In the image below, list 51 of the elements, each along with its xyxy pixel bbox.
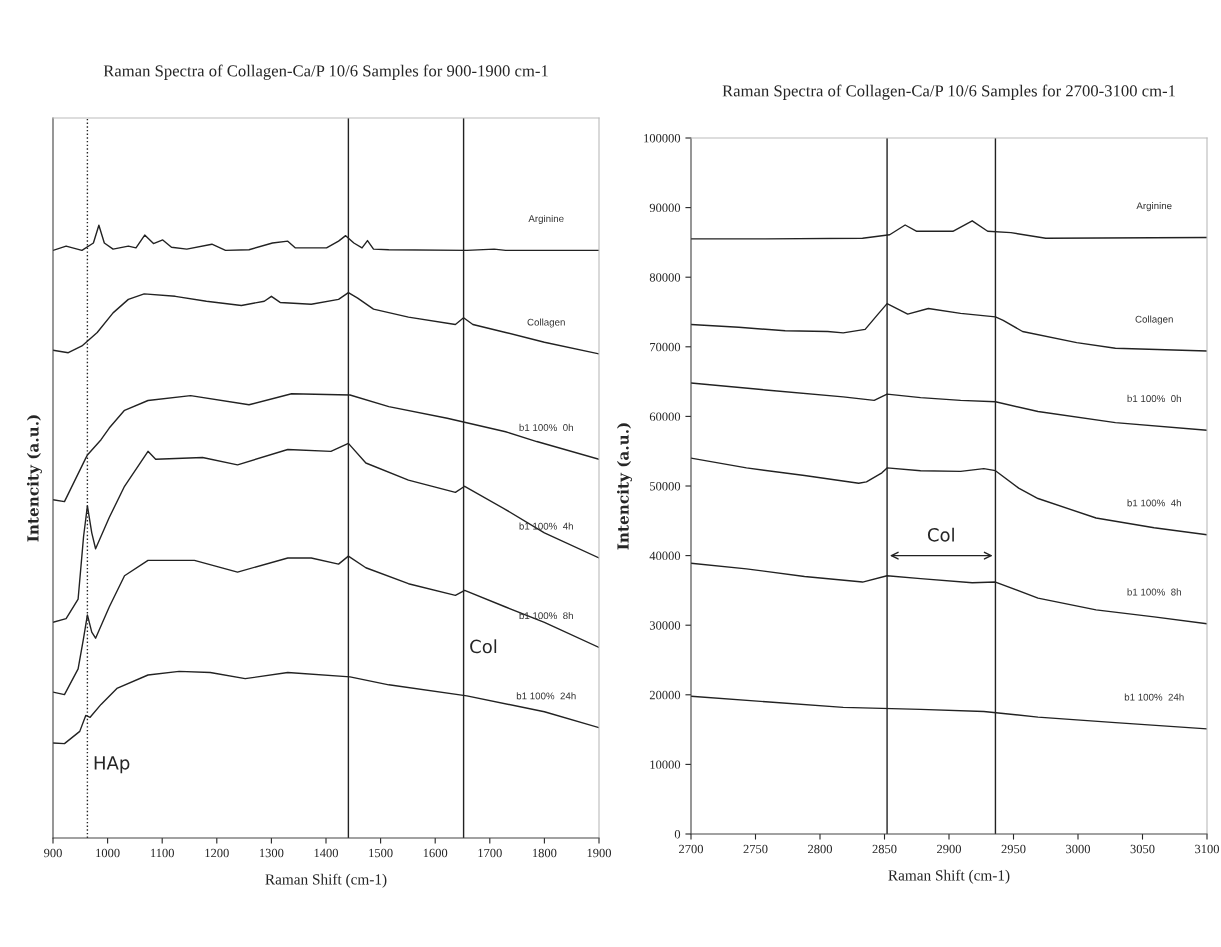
x-tick-label: 1100	[151, 848, 174, 858]
y-tick-label: 50000	[650, 482, 681, 491]
y-tick-label: 40000	[649, 551, 681, 561]
y-tick-label: 100000	[644, 134, 681, 143]
y-tick-label: 60000	[649, 412, 681, 421]
x-tick-label: 1400	[314, 848, 339, 858]
x-tick-label: 3000	[1066, 844, 1091, 854]
annotation: Col	[927, 527, 954, 542]
x-axis-title: Raman Shift (cm-1)	[888, 869, 1010, 884]
x-tick-label: 2750	[743, 844, 768, 854]
text: b1 100% 0h	[1127, 394, 1181, 403]
text: b1 100% 24h	[1124, 693, 1184, 701]
y-tick-label: 30000	[649, 621, 681, 630]
y-axis-title: Intencity (a.u.)	[616, 423, 632, 550]
x-tick-label: 1700	[478, 848, 502, 858]
x-tick-label: 2700	[679, 844, 704, 854]
y-tick-label: 90000	[649, 203, 681, 213]
chart-title: Raman Spectra of Collagen-Ca/P 10/6 Samples for 2700-3100 cm-1	[722, 84, 1175, 100]
x-tick-label: 2850	[872, 844, 897, 854]
x-tick-label: 2800	[808, 844, 833, 854]
x-tick-label: 3050	[1130, 844, 1155, 854]
x-tick-label: 1900	[587, 848, 612, 858]
x-tick-label: 1300	[260, 848, 284, 858]
series-label: b1 100% 24h	[516, 692, 576, 700]
x-axis-title: Raman Shift (cm-1)	[265, 873, 387, 888]
text: Arginine	[528, 214, 564, 224]
y-tick-label: 80000	[649, 273, 681, 282]
y-tick-label: 70000	[650, 342, 681, 352]
annotation: HAp	[94, 756, 130, 774]
x-tick-label: 1000	[96, 848, 120, 858]
x-tick-label: 900	[44, 848, 62, 858]
series-label: b1 100% 4h	[1127, 499, 1181, 507]
series-label: Collagen	[527, 318, 565, 328]
x-tick-label: 1500	[369, 848, 393, 858]
text: Collagen	[1135, 315, 1173, 325]
y-axis-title: Intencity (a.u.)	[26, 415, 42, 542]
x-tick-label: 1200	[205, 848, 229, 858]
y-tick-label: 10000	[650, 760, 681, 769]
x-tick-label: 1600	[423, 848, 448, 858]
series-label: b1 100% 8h	[1127, 588, 1181, 596]
x-tick-label: 2900	[937, 844, 962, 854]
chart-title: Raman Spectra of Collagen-Ca/P 10/6 Samples for 900-1900 cm-1	[103, 64, 548, 80]
series-label: b1 100% 0h	[519, 423, 573, 431]
y-tick-label: 0	[674, 830, 681, 839]
series-label: b1 100% 4h	[519, 522, 573, 530]
x-tick-label: 2950	[1001, 844, 1026, 854]
x-tick-label: 1800	[533, 848, 557, 858]
x-tick-label: 3100	[1195, 844, 1220, 854]
y-tick-label: 20000	[649, 690, 681, 700]
annotation: Col	[470, 639, 497, 654]
text: Arginine	[1136, 202, 1172, 212]
